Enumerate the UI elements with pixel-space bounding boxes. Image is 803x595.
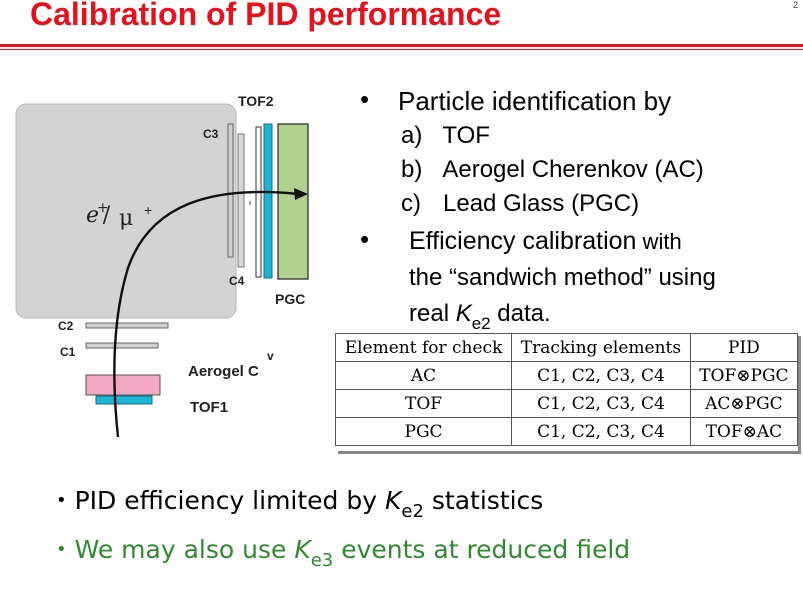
k-subscript: e2 (471, 314, 491, 333)
efficiency-line-1: Efficiency calibration with (409, 227, 682, 256)
bullet-dot: • (56, 490, 67, 511)
bullet-dot: • (56, 539, 67, 560)
c2-label: C2 (58, 319, 74, 333)
bullet-dot: • (360, 84, 370, 114)
c4-label: C4 (229, 274, 245, 288)
pid-heading: Particle identification by (398, 86, 672, 116)
aerogel-label: Aerogel C (188, 363, 259, 380)
efficiency-line-3: real Ke2 data. (409, 300, 551, 333)
bullet-dot: • (360, 224, 370, 254)
aerogel-counter (85, 374, 161, 396)
list-text: TOF (442, 122, 490, 149)
k-subscript: e2 (401, 501, 424, 522)
c1-label: C1 (60, 345, 76, 359)
magnet-box (15, 103, 237, 319)
table-cell: TOF (334, 389, 513, 418)
table-header-cell: PID (689, 333, 799, 362)
mu-sup: + (144, 202, 153, 218)
table-cell: C1, C2, C3, C4 (511, 389, 691, 418)
c3-label: C3 (203, 127, 219, 141)
bottom-text: We may also use (74, 535, 295, 564)
list-text: Lead Glass (PGC) (443, 190, 640, 217)
c3-chamber (227, 123, 234, 258)
page-number: 2 (793, 0, 799, 10)
bottom-text: statistics (423, 486, 544, 515)
particle-label: e+/ (86, 200, 111, 228)
list-text: Aerogel Cherenkov (AC) (442, 156, 704, 183)
pgc-label: PGC (275, 291, 306, 307)
table-frame: Element for check Tracking elements PID … (334, 333, 799, 451)
table-header-row: Element for check Tracking elements PID (334, 333, 799, 362)
bottom-bullet-2: • We may also use Ke3 events at reduced … (56, 535, 631, 571)
bottom-bullet-1: • PID efficiency limited by Ke2 statisti… (56, 486, 544, 522)
particle-e-sup: + (97, 200, 109, 216)
table-cell: C1, C2, C3, C4 (511, 361, 691, 390)
tof1-label: TOF1 (190, 399, 229, 416)
detector-diagram (15, 103, 309, 438)
tof2-label: TOF2 (238, 93, 274, 109)
pgc-block (277, 123, 309, 280)
c2-chamber (85, 322, 169, 329)
table-row: TOF C1, C2, C3, C4 AC⊗PGC (334, 389, 799, 418)
table-cell: C1, C2, C3, C4 (511, 417, 691, 446)
track-arrowhead (294, 188, 308, 200)
table-header-cell: Tracking elements (511, 333, 691, 362)
table-cell: TOF⊗AC (689, 417, 799, 446)
c1-chamber (85, 342, 159, 349)
mu-label: μ (119, 206, 134, 231)
tof1-counter (95, 395, 153, 405)
list-marker: b) (401, 156, 423, 183)
table-header-cell: Element for check (334, 333, 513, 362)
table-row: AC C1, C2, C3, C4 TOF⊗PGC (334, 361, 799, 390)
c4-chamber (237, 133, 245, 268)
table-cell: PGC (334, 417, 513, 446)
list-item-b: b) Aerogel Cherenkov (AC) (401, 156, 704, 184)
title-underline-thin (0, 49, 803, 50)
k-symbol: K (294, 535, 311, 564)
particle-e: e (86, 203, 100, 228)
particle-track (113, 190, 299, 438)
table-cell: AC (334, 361, 513, 390)
slide-title: Calibration of PID performance (30, 0, 502, 32)
table-row: PGC C1, C2, C3, C4 TOF⊗AC (334, 417, 799, 446)
k-symbol: K (384, 486, 402, 515)
table-cell: AC⊗PGC (689, 389, 799, 418)
tof2-counter (263, 123, 273, 279)
aerogel-accent: v (267, 349, 274, 363)
list-item-a: a) TOF (401, 122, 490, 150)
efficiency-heading: Efficiency calibration (409, 227, 637, 255)
table-cell: TOF⊗PGC (689, 361, 799, 390)
list-marker: a) (401, 122, 423, 149)
bottom-text: PID efficiency limited by (74, 486, 385, 515)
tof2-back-plate (255, 126, 262, 278)
k-symbol: K (455, 300, 472, 327)
efficiency-with: with (636, 229, 682, 254)
real-text: real (409, 300, 456, 327)
title-underline (0, 44, 803, 47)
efficiency-line-2: the “sandwich method” using (409, 264, 716, 291)
particle-slash: / (102, 203, 111, 228)
k-subscript: e3 (310, 550, 334, 571)
bottom-text: events at reduced field (333, 535, 631, 564)
list-marker: c) (401, 190, 421, 217)
list-item-c: c) Lead Glass (PGC) (401, 190, 639, 218)
data-text: data. (490, 300, 551, 327)
calibration-table: Element for check Tracking elements PID … (334, 333, 799, 446)
